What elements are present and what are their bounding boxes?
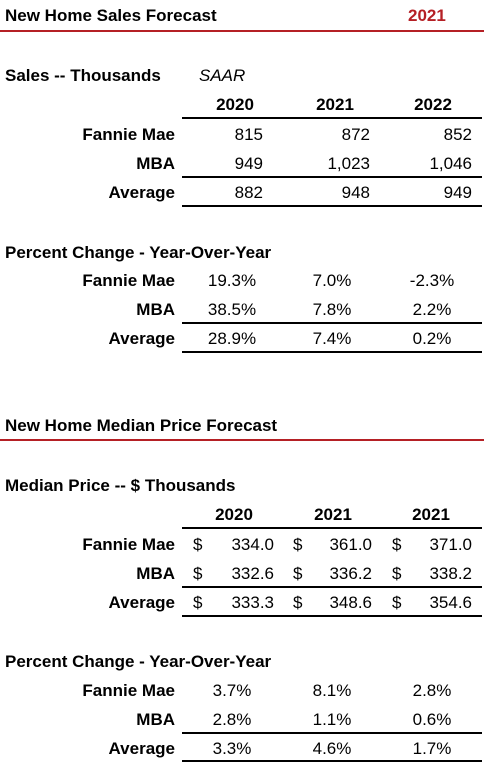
currency-symbol: $ <box>392 593 402 612</box>
table-cell: 1.7% <box>412 739 452 758</box>
table-cell: 354.6 <box>429 593 472 612</box>
table-cell: 0.6% <box>412 710 452 729</box>
price-forecast-title: New Home Median Price Forecast <box>5 416 278 435</box>
row-label: Fannie Mae <box>82 271 175 290</box>
currency-symbol: $ <box>293 593 303 612</box>
row-label: Fannie Mae <box>82 535 175 554</box>
year-header: 2021 <box>314 505 352 524</box>
header-underline <box>182 527 482 529</box>
table-cell: 371.0 <box>429 535 472 554</box>
table-cell: 19.3% <box>207 271 257 290</box>
currency-symbol: $ <box>193 564 203 583</box>
currency-symbol: $ <box>293 535 303 554</box>
table-cell: 336.2 <box>329 564 372 583</box>
currency-symbol: $ <box>193 535 203 554</box>
row-label: MBA <box>136 564 175 583</box>
table-bottom-line <box>182 205 482 207</box>
row-divider <box>182 176 482 178</box>
row-label: MBA <box>136 710 175 729</box>
row-label: Fannie Mae <box>82 681 175 700</box>
title-underline <box>0 30 484 32</box>
year-header: 2020 <box>216 95 254 114</box>
table-cell: 7.0% <box>312 271 352 290</box>
row-divider <box>182 732 482 734</box>
row-divider <box>182 586 482 588</box>
pct-heading: Percent Change - Year-Over-Year <box>5 243 272 262</box>
table-cell: 948 <box>341 183 370 202</box>
table-cell: 8.1% <box>312 681 352 700</box>
table-cell: -2.3% <box>409 271 455 290</box>
sales-forecast-title: New Home Sales Forecast <box>5 6 217 25</box>
table-cell: 882 <box>234 183 263 202</box>
price-heading: Median Price -- $ Thousands <box>5 476 236 495</box>
table-cell: 2.8% <box>412 681 452 700</box>
row-divider <box>182 322 482 324</box>
table-cell: 852 <box>443 125 472 144</box>
row-label: Average <box>108 183 175 202</box>
pct-heading: Percent Change - Year-Over-Year <box>5 652 272 671</box>
year-header: 2022 <box>414 95 452 114</box>
table-cell: 4.6% <box>312 739 352 758</box>
table-cell: 7.8% <box>312 300 352 319</box>
table-bottom-line <box>182 351 482 353</box>
table-cell: 334.0 <box>231 535 274 554</box>
table-cell: 815 <box>234 125 263 144</box>
table-cell: 3.7% <box>212 681 252 700</box>
currency-symbol: $ <box>392 535 402 554</box>
row-label: Average <box>108 593 175 612</box>
row-label: MBA <box>136 154 175 173</box>
year-header: 2021 <box>412 505 450 524</box>
title-underline <box>0 439 484 441</box>
table-cell: 38.5% <box>207 300 257 319</box>
table-cell: 2.2% <box>412 300 452 319</box>
row-label: Average <box>108 739 175 758</box>
table-cell: 7.4% <box>312 329 352 348</box>
year-header: 2021 <box>316 95 354 114</box>
table-cell: 949 <box>234 154 263 173</box>
currency-symbol: $ <box>193 593 203 612</box>
table-cell: 348.6 <box>329 593 372 612</box>
table-cell: 361.0 <box>329 535 372 554</box>
table-bottom-line <box>182 760 482 762</box>
sales-heading: Sales -- Thousands <box>5 66 161 85</box>
year-header: 2020 <box>215 505 253 524</box>
table-cell: 1,023 <box>327 154 370 173</box>
table-cell: 1,046 <box>429 154 472 173</box>
row-label: MBA <box>136 300 175 319</box>
table-cell: 872 <box>341 125 370 144</box>
currency-symbol: $ <box>293 564 303 583</box>
table-cell: 0.2% <box>412 329 452 348</box>
table-cell: 1.1% <box>312 710 352 729</box>
table-cell: 949 <box>443 183 472 202</box>
table-cell: 2.8% <box>212 710 252 729</box>
row-label: Fannie Mae <box>82 125 175 144</box>
table-cell: 28.9% <box>207 329 257 348</box>
sales-unit: SAAR <box>199 66 246 85</box>
table-cell: 3.3% <box>212 739 252 758</box>
table-cell: 333.3 <box>231 593 274 612</box>
header-underline <box>182 117 482 119</box>
forecast-year: 2021 <box>408 6 446 25</box>
table-bottom-line <box>182 615 482 617</box>
table-cell: 338.2 <box>429 564 472 583</box>
currency-symbol: $ <box>392 564 402 583</box>
table-cell: 332.6 <box>231 564 274 583</box>
row-label: Average <box>108 329 175 348</box>
